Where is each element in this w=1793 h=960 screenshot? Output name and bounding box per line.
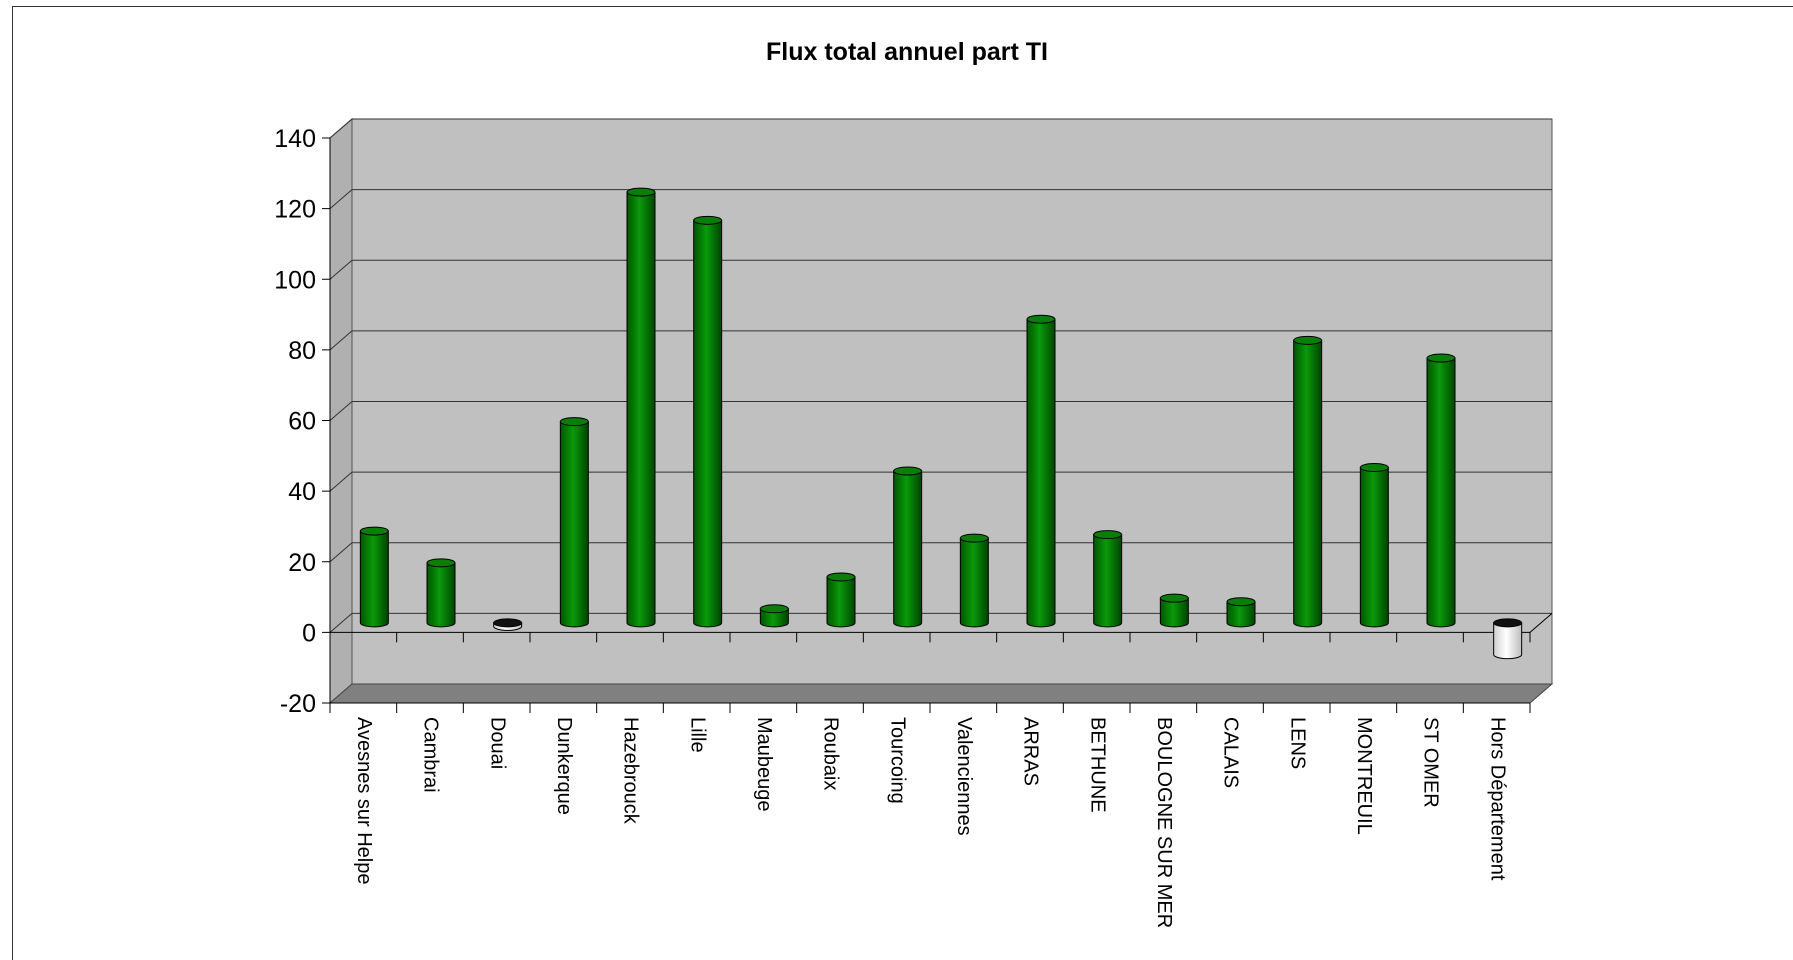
x-tick-label: Avesnes sur Helpe — [353, 717, 375, 885]
gridline-side — [329, 330, 353, 351]
y-tick-label: 60 — [288, 408, 316, 436]
bar-4 — [626, 191, 656, 628]
chart-frame — [12, 6, 1793, 960]
bar-cap-6 — [759, 604, 789, 614]
bar-6 — [759, 608, 789, 628]
x-tick-label: BOULOGNE SUR MER — [1153, 717, 1175, 928]
bar-cap-12 — [1159, 593, 1189, 603]
x-tick-label: Valenciennes — [953, 717, 975, 836]
x-tick-label: Hors Département — [1486, 717, 1508, 881]
x-tick-label: Lille — [686, 717, 708, 753]
bar-cap-3 — [559, 417, 589, 427]
x-tick-label: ARRAS — [1020, 717, 1042, 786]
bar-7 — [826, 576, 856, 628]
bar-cap-0 — [359, 526, 389, 536]
bar-cap-4 — [626, 187, 656, 197]
bar-5 — [693, 219, 723, 628]
y-tick-label: 40 — [288, 478, 316, 506]
y-tick-label: 20 — [288, 549, 316, 577]
bar-cap-15 — [1359, 463, 1389, 472]
chart-title: Flux total annuel part TI — [766, 38, 1048, 66]
bar-cap-7 — [826, 572, 856, 582]
floor — [328, 683, 1554, 704]
gridline-side — [329, 401, 353, 421]
y-tick-label: 120 — [274, 196, 316, 224]
y-tick-label: 100 — [274, 266, 316, 294]
bar-cap-5 — [693, 215, 723, 225]
gridline-side — [329, 259, 353, 280]
bar-cap-2 — [493, 618, 523, 628]
bar-cap-11 — [1093, 530, 1123, 540]
bar-cap-13 — [1226, 597, 1256, 607]
gridline-side — [329, 612, 353, 633]
x-tick-label: Roubaix — [820, 717, 842, 790]
bar-cap-8 — [893, 466, 923, 476]
bar-16 — [1426, 357, 1456, 628]
x-tick-label: Dunkerque — [553, 717, 575, 815]
gridline-side — [329, 471, 353, 492]
x-tick-label: MONTREUIL — [1353, 717, 1375, 835]
bar-10 — [1026, 318, 1056, 628]
x-tick-label: LENS — [1286, 717, 1308, 769]
bar-cap-16 — [1426, 353, 1456, 363]
bar-cap-1 — [426, 558, 456, 568]
bar-3 — [559, 421, 589, 628]
bar-17 — [1493, 622, 1523, 660]
bar-13 — [1226, 601, 1256, 628]
bar-9 — [959, 537, 989, 628]
x-axis-zero-depth — [1529, 612, 1553, 633]
x-tick-label: ST OMER — [1420, 717, 1442, 808]
plot-area: 140 120 100 80 60 40 20 0 -20 Avesnes sur Helpe Ca… — [274, 117, 1554, 928]
x-tick-label: Tourcoing — [886, 717, 908, 804]
bar-8 — [893, 470, 923, 628]
bar-0 — [359, 530, 389, 628]
x-tick-label: CALAIS — [1220, 717, 1242, 788]
bar-cap-10 — [1026, 314, 1056, 324]
bar-cap-17 — [1493, 618, 1523, 628]
bar-14 — [1293, 339, 1323, 628]
bar-11 — [1093, 534, 1123, 628]
gridline-side — [329, 118, 353, 139]
bar-1 — [426, 562, 456, 628]
y-tick-label: 140 — [274, 125, 316, 153]
x-tick-label: BETHUNE — [1086, 717, 1108, 813]
x-tick-label: Cambrai — [420, 717, 442, 793]
y-tick-label: -20 — [280, 690, 316, 718]
bar-15 — [1359, 467, 1389, 628]
gridline-side — [329, 542, 353, 563]
y-tick-label: 80 — [288, 337, 316, 365]
bar-cap-14 — [1293, 335, 1323, 345]
gridline-side — [329, 189, 353, 210]
x-tick-label: Maubeuge — [753, 717, 775, 812]
bar-12 — [1159, 597, 1189, 628]
y-tick-label: 0 — [302, 619, 316, 647]
x-tick-label: Douai — [486, 717, 508, 769]
bar-cap-9 — [959, 533, 989, 543]
x-tick-label: Hazebrouck — [620, 717, 642, 825]
